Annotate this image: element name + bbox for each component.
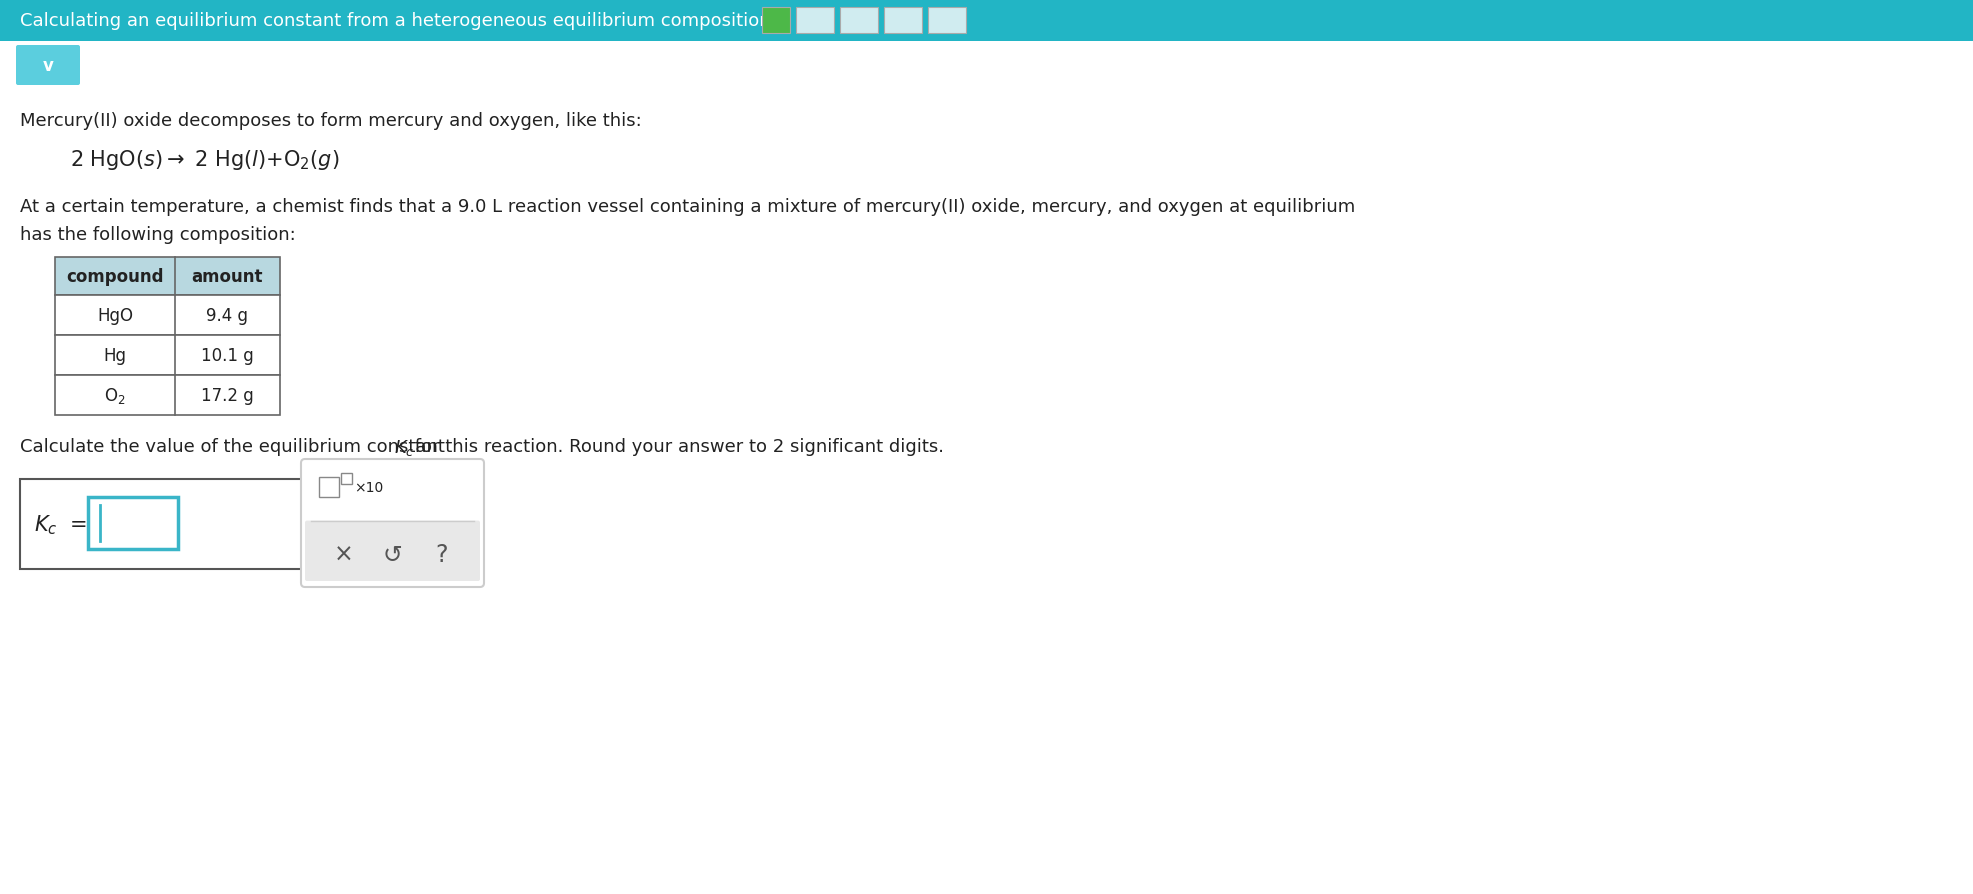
Text: 10.1 g: 10.1 g xyxy=(201,347,255,365)
FancyBboxPatch shape xyxy=(302,460,483,587)
FancyBboxPatch shape xyxy=(320,477,339,497)
FancyBboxPatch shape xyxy=(55,375,280,416)
FancyBboxPatch shape xyxy=(55,257,280,296)
FancyBboxPatch shape xyxy=(0,0,1973,42)
Text: At a certain temperature, a chemist finds that a 9.0 L reaction vessel containin: At a certain temperature, a chemist find… xyxy=(20,198,1355,215)
Text: Hg: Hg xyxy=(103,347,126,365)
Text: v: v xyxy=(43,57,53,75)
FancyBboxPatch shape xyxy=(341,474,351,485)
FancyBboxPatch shape xyxy=(55,296,280,335)
Text: ↺: ↺ xyxy=(383,542,402,566)
Text: O$_2$: O$_2$ xyxy=(105,385,126,406)
Text: ×10: ×10 xyxy=(353,480,383,494)
FancyBboxPatch shape xyxy=(20,479,306,569)
Text: has the following composition:: has the following composition: xyxy=(20,226,296,244)
FancyBboxPatch shape xyxy=(89,497,178,550)
Text: compound: compound xyxy=(67,267,164,286)
FancyBboxPatch shape xyxy=(884,8,921,34)
Text: ?: ? xyxy=(436,542,448,566)
Text: $K_c$: $K_c$ xyxy=(395,437,414,458)
Text: 9.4 g: 9.4 g xyxy=(207,307,249,325)
FancyBboxPatch shape xyxy=(16,46,81,86)
Text: Mercury(II) oxide decomposes to form mercury and oxygen, like this:: Mercury(II) oxide decomposes to form mer… xyxy=(20,112,641,130)
Text: Calculate the value of the equilibrium constant: Calculate the value of the equilibrium c… xyxy=(20,437,450,455)
Text: HgO: HgO xyxy=(97,307,132,325)
FancyBboxPatch shape xyxy=(306,521,479,581)
Text: for this reaction. Round your answer to 2 significant digits.: for this reaction. Round your answer to … xyxy=(408,437,943,455)
Text: ×: × xyxy=(333,542,353,566)
Text: amount: amount xyxy=(191,267,262,286)
FancyBboxPatch shape xyxy=(927,8,967,34)
Text: 2 HgO($s$)$\rightarrow$ 2 Hg($l$)+O$_2$($g$): 2 HgO($s$)$\rightarrow$ 2 Hg($l$)+O$_2$(… xyxy=(69,148,339,172)
Text: 17.2 g: 17.2 g xyxy=(201,386,255,405)
Text: =: = xyxy=(69,514,87,535)
FancyBboxPatch shape xyxy=(55,335,280,375)
FancyBboxPatch shape xyxy=(762,8,789,34)
Text: $K_c$: $K_c$ xyxy=(34,512,57,536)
FancyBboxPatch shape xyxy=(795,8,835,34)
Text: Calculating an equilibrium constant from a heterogeneous equilibrium composition: Calculating an equilibrium constant from… xyxy=(20,12,771,30)
FancyBboxPatch shape xyxy=(840,8,878,34)
